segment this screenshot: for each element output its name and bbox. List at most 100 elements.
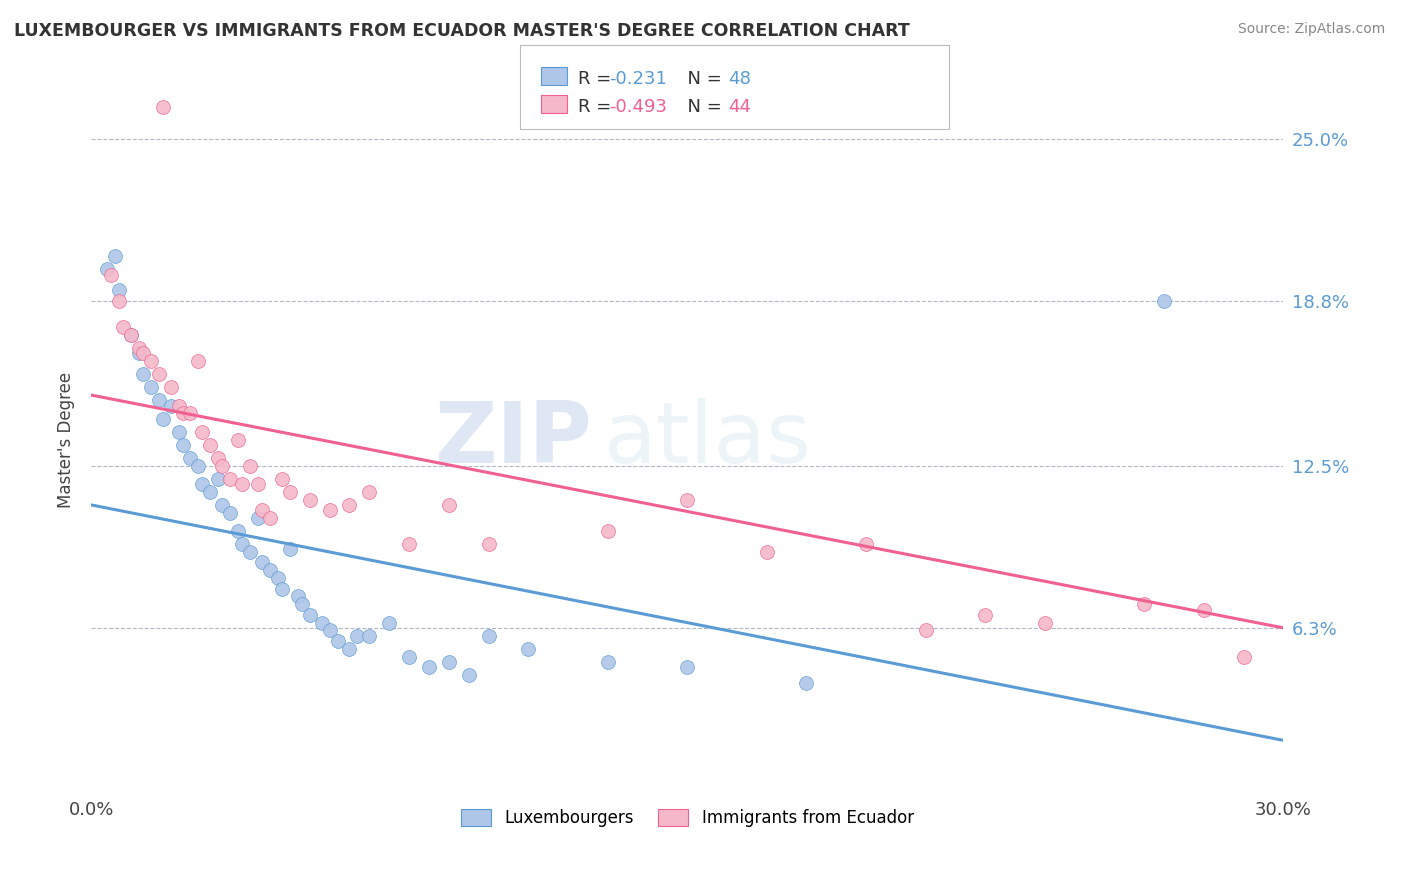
Point bbox=[477, 629, 499, 643]
Point bbox=[796, 675, 818, 690]
Point bbox=[1232, 649, 1254, 664]
Point bbox=[298, 607, 321, 622]
Point bbox=[418, 660, 440, 674]
Point bbox=[359, 484, 381, 499]
Point bbox=[120, 327, 142, 342]
Point bbox=[259, 563, 281, 577]
Point bbox=[191, 477, 214, 491]
Point bbox=[270, 472, 292, 486]
Point bbox=[287, 590, 309, 604]
Text: Source: ZipAtlas.com: Source: ZipAtlas.com bbox=[1237, 22, 1385, 37]
Text: 44: 44 bbox=[728, 98, 751, 116]
Point bbox=[172, 406, 194, 420]
Point bbox=[128, 341, 150, 355]
Point bbox=[159, 399, 181, 413]
Point bbox=[231, 477, 253, 491]
Point bbox=[187, 354, 209, 368]
Point bbox=[437, 655, 460, 669]
Point bbox=[231, 537, 253, 551]
Point bbox=[270, 582, 292, 596]
Point bbox=[676, 492, 699, 507]
Point bbox=[278, 542, 301, 557]
Point bbox=[128, 346, 150, 360]
Point bbox=[120, 327, 142, 342]
Text: -0.231: -0.231 bbox=[609, 70, 666, 87]
Point bbox=[108, 284, 131, 298]
Point bbox=[172, 438, 194, 452]
Point bbox=[974, 607, 997, 622]
Point bbox=[398, 649, 420, 664]
Point bbox=[207, 450, 229, 465]
Point bbox=[596, 655, 619, 669]
Point bbox=[278, 484, 301, 499]
Text: ZIP: ZIP bbox=[434, 398, 592, 481]
Point bbox=[187, 458, 209, 473]
Text: N =: N = bbox=[676, 70, 728, 87]
Point bbox=[148, 393, 170, 408]
Point bbox=[1153, 293, 1175, 308]
Point bbox=[437, 498, 460, 512]
Point bbox=[179, 406, 201, 420]
Point bbox=[207, 472, 229, 486]
Point bbox=[152, 100, 174, 114]
Point bbox=[259, 511, 281, 525]
Point bbox=[200, 484, 222, 499]
Point bbox=[318, 624, 340, 638]
Text: R =: R = bbox=[578, 70, 617, 87]
Point bbox=[339, 498, 361, 512]
Point bbox=[517, 641, 540, 656]
Point bbox=[378, 615, 401, 630]
Point bbox=[755, 545, 778, 559]
Text: atlas: atlas bbox=[603, 398, 811, 481]
Point bbox=[247, 511, 270, 525]
Point bbox=[477, 537, 499, 551]
Point bbox=[159, 380, 181, 394]
Point bbox=[914, 624, 936, 638]
Point bbox=[108, 293, 131, 308]
Point bbox=[298, 492, 321, 507]
Point bbox=[596, 524, 619, 538]
Point bbox=[132, 367, 155, 381]
Point bbox=[326, 634, 349, 648]
Point bbox=[100, 268, 122, 282]
Point bbox=[226, 524, 249, 538]
Point bbox=[111, 320, 134, 334]
Point bbox=[346, 629, 368, 643]
Text: LUXEMBOURGER VS IMMIGRANTS FROM ECUADOR MASTER'S DEGREE CORRELATION CHART: LUXEMBOURGER VS IMMIGRANTS FROM ECUADOR … bbox=[14, 22, 910, 40]
Point bbox=[1133, 597, 1156, 611]
Point bbox=[219, 506, 242, 520]
Point bbox=[132, 346, 155, 360]
Point bbox=[167, 399, 190, 413]
Point bbox=[267, 571, 290, 585]
Point bbox=[311, 615, 333, 630]
Point bbox=[457, 668, 479, 682]
Point bbox=[96, 262, 118, 277]
Point bbox=[148, 367, 170, 381]
Legend: Luxembourgers, Immigrants from Ecuador: Luxembourgers, Immigrants from Ecuador bbox=[454, 802, 921, 834]
Point bbox=[139, 380, 162, 394]
Point bbox=[239, 545, 262, 559]
Point bbox=[855, 537, 877, 551]
Text: N =: N = bbox=[676, 98, 728, 116]
Point bbox=[167, 425, 190, 439]
Point bbox=[211, 458, 233, 473]
Point bbox=[1033, 615, 1056, 630]
Point bbox=[250, 556, 273, 570]
Point bbox=[179, 450, 201, 465]
Point bbox=[104, 249, 127, 263]
Point bbox=[318, 503, 340, 517]
Y-axis label: Master's Degree: Master's Degree bbox=[58, 371, 75, 508]
Point bbox=[1192, 602, 1215, 616]
Point bbox=[191, 425, 214, 439]
Point bbox=[219, 472, 242, 486]
Point bbox=[359, 629, 381, 643]
Text: 48: 48 bbox=[728, 70, 751, 87]
Point bbox=[250, 503, 273, 517]
Point bbox=[226, 433, 249, 447]
Text: -0.493: -0.493 bbox=[609, 98, 666, 116]
Point bbox=[211, 498, 233, 512]
Point bbox=[291, 597, 314, 611]
Point bbox=[139, 354, 162, 368]
Point bbox=[152, 411, 174, 425]
Point bbox=[339, 641, 361, 656]
